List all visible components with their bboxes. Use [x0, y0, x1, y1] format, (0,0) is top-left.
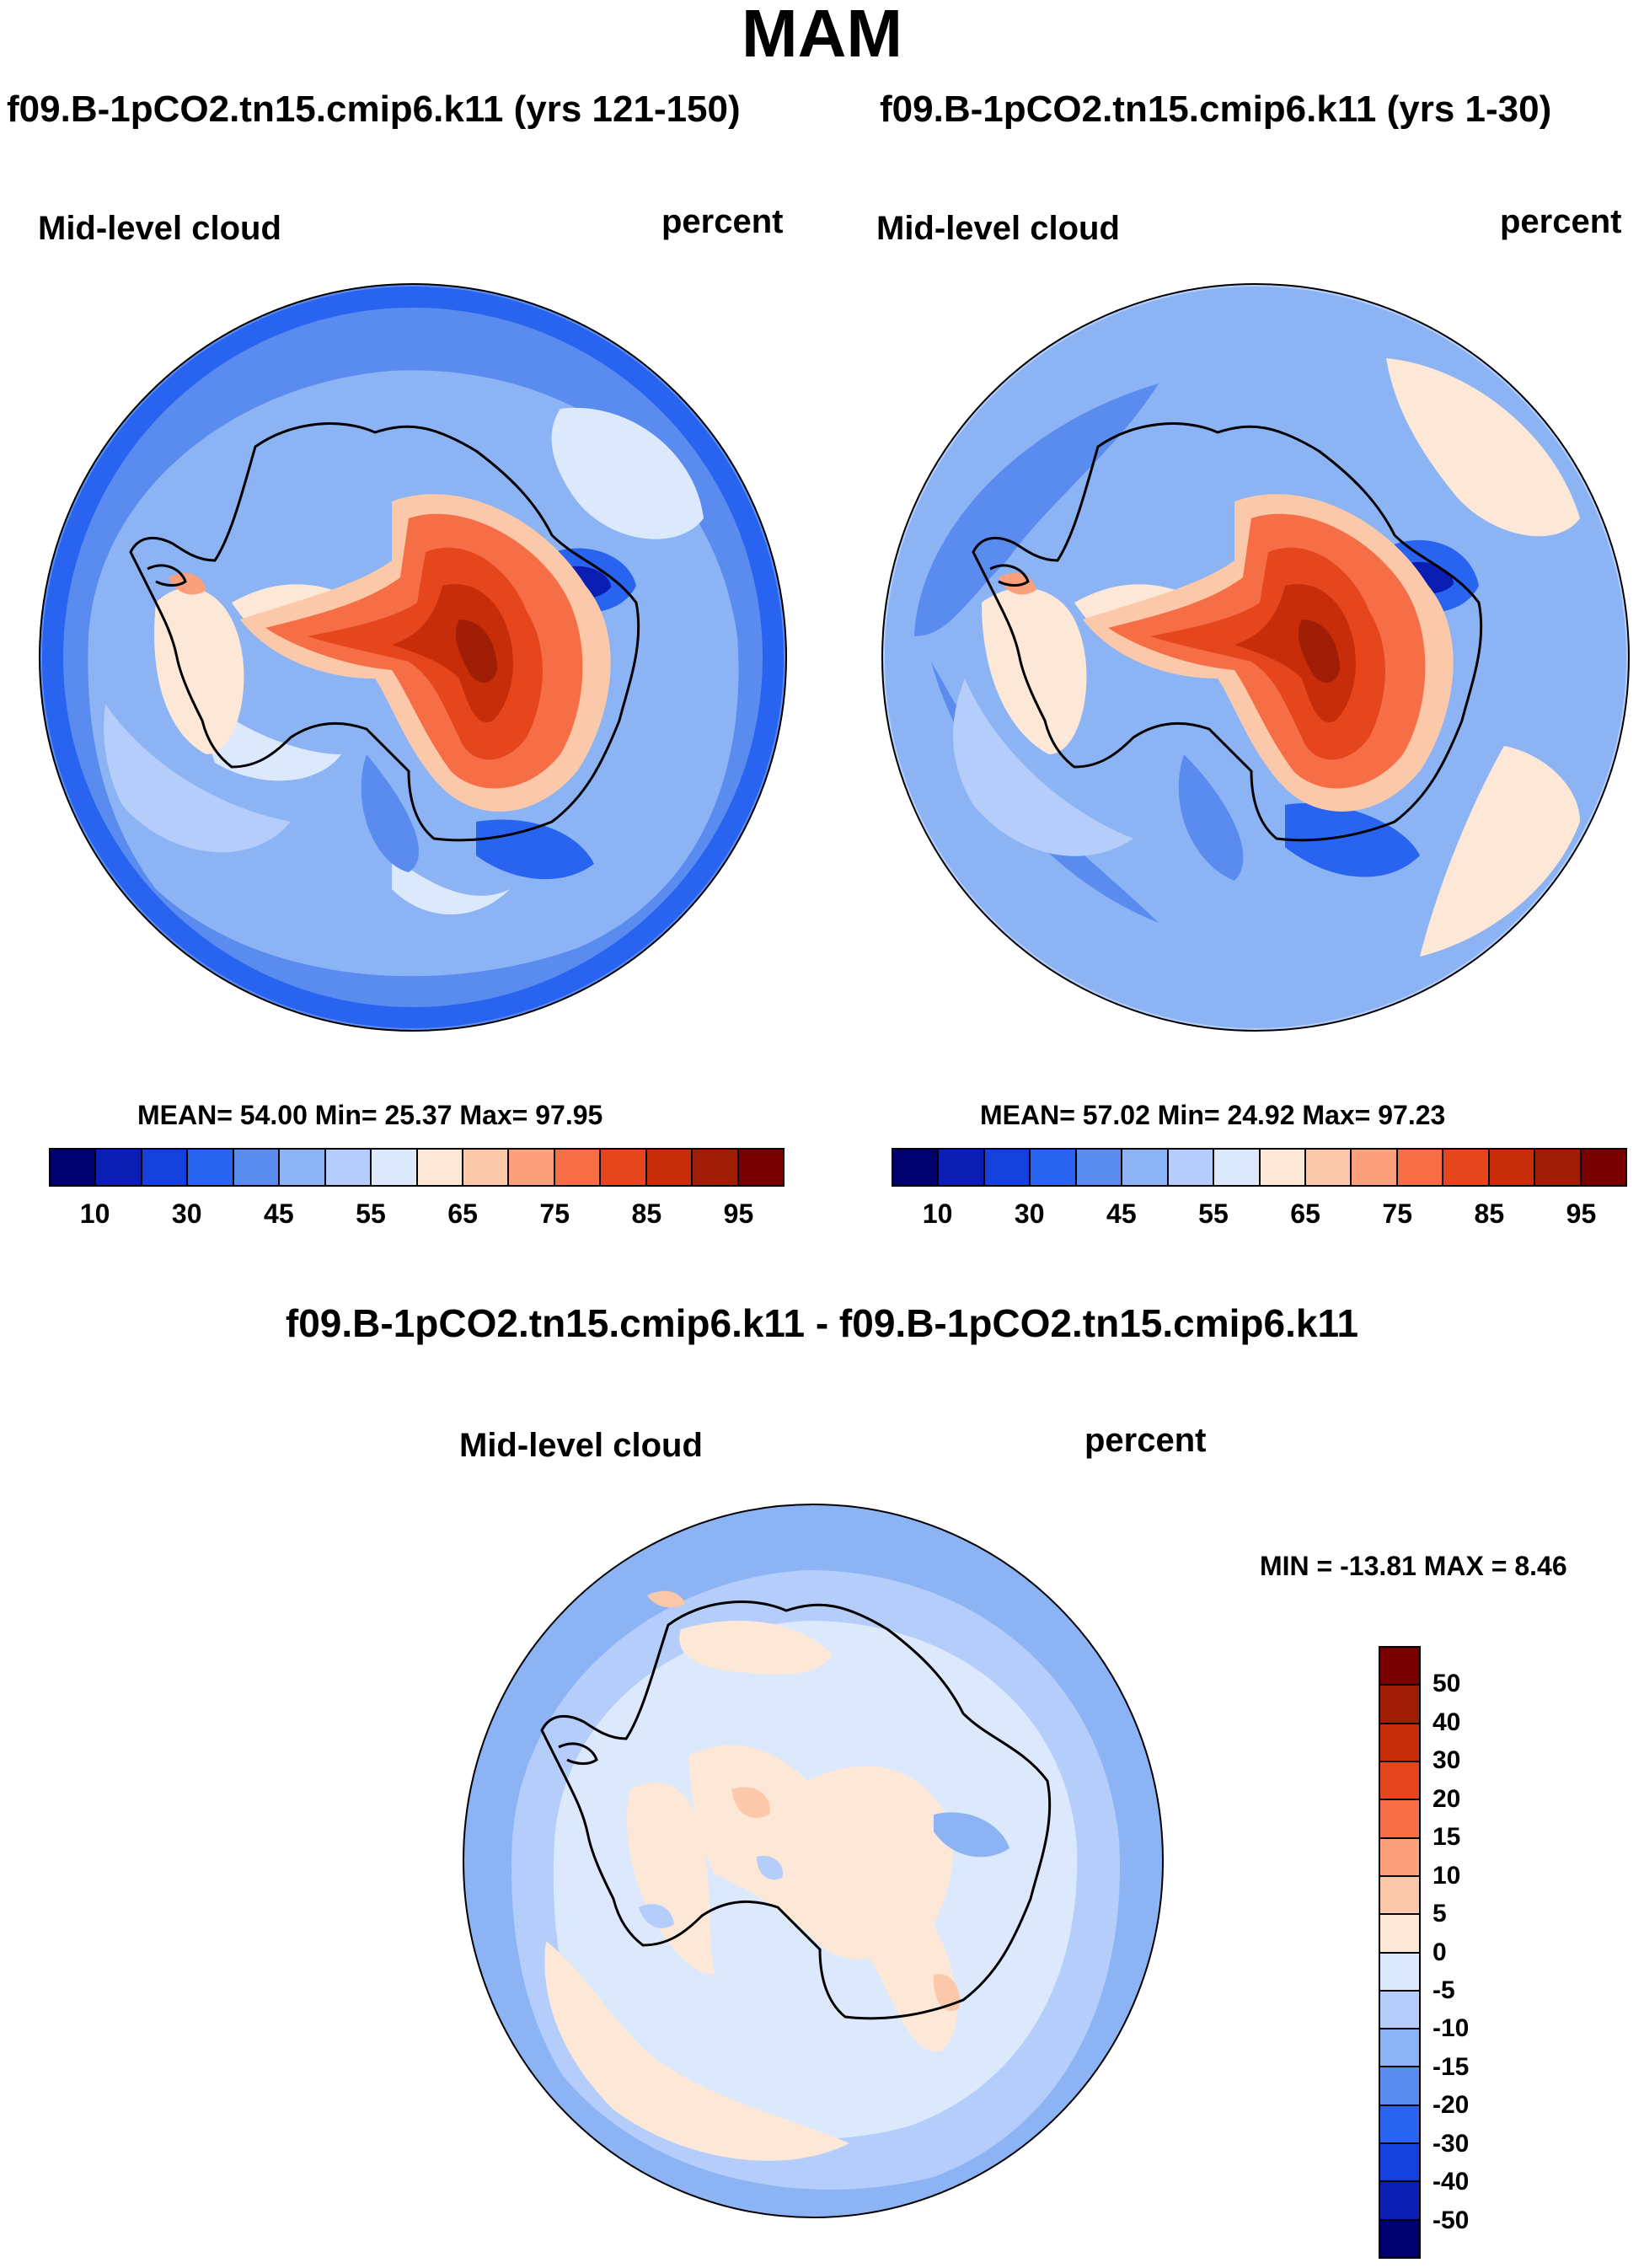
colorbar-tick-label: 20: [1432, 1784, 1461, 1813]
colorbar-box: [1535, 1150, 1582, 1185]
colorbar-box: [1581, 1150, 1625, 1185]
colorbar-box: [1380, 1915, 1419, 1954]
panel3-variable: Mid-level cloud: [459, 1427, 703, 1464]
colorbar-tick-label: 50: [1432, 1670, 1461, 1698]
colorbar-box: [1260, 1150, 1306, 1185]
colorbar-box: [1031, 1150, 1077, 1185]
map-panel1: [39, 283, 787, 1032]
colorbar-box: [417, 1150, 463, 1185]
colorbar-tick-label: -30: [1432, 2129, 1470, 2158]
colorbar-tick-label: 30: [1432, 1746, 1461, 1775]
colorbar-box: [738, 1150, 783, 1185]
colorbar-box: [325, 1150, 372, 1185]
colorbar-box: [984, 1150, 1031, 1185]
colorbar-box: [280, 1150, 326, 1185]
colorbar-box: [1380, 1953, 1419, 1992]
colorbar-box: [1443, 1150, 1490, 1185]
colorbar-tick-label: 10: [79, 1198, 110, 1229]
colorbar-box: [1380, 2144, 1419, 2183]
colorbar-box: [1380, 2182, 1419, 2221]
colorbar-tick-label: -50: [1432, 2206, 1470, 2234]
colorbar-box: [1380, 2220, 1419, 2257]
colorbar-box: [646, 1150, 693, 1185]
colorbar-box: [1380, 1838, 1419, 1877]
colorbar-box: [1380, 1876, 1419, 1916]
panel1-units: percent: [661, 203, 784, 240]
colorbar-tick-label: -40: [1432, 2168, 1470, 2196]
colorbar-tick-label: 85: [1474, 1198, 1505, 1229]
colorbar-box: [1380, 2105, 1419, 2145]
colorbar-tick-label: 45: [264, 1198, 294, 1229]
map-panel2: [881, 283, 1630, 1032]
colorbar-box: [1380, 2067, 1419, 2106]
panel2-title: f09.B-1pCO2.tn15.cmip6.k11 (yrs 1-30): [880, 88, 1552, 130]
colorbar-box: [1076, 1150, 1123, 1185]
colorbar-box: [1397, 1150, 1444, 1185]
colorbar-tick-label: 10: [1432, 1861, 1461, 1890]
colorbar-tick-label: 10: [922, 1198, 953, 1229]
colorbar-tick-label: 5: [1432, 1900, 1447, 1928]
map-panel3-difference: [463, 1504, 1164, 2218]
colorbar-difference: [1379, 1646, 1421, 2259]
colorbar-tick-label: -20: [1432, 2091, 1470, 2120]
colorbar-box: [233, 1150, 281, 1185]
colorbar-box: [1305, 1150, 1352, 1185]
colorbar-box: [1214, 1150, 1261, 1185]
colorbar-box: [509, 1150, 555, 1185]
colorbar-box: [1380, 1648, 1419, 1686]
colorbar-box: [1380, 1800, 1419, 1839]
colorbar-tick-label: 40: [1432, 1708, 1461, 1736]
colorbar-box: [51, 1150, 97, 1185]
colorbar-box: [601, 1150, 647, 1185]
colorbar-box: [1380, 2029, 1419, 2068]
colorbar-box: [554, 1150, 602, 1185]
colorbar-tick-label: 65: [1290, 1198, 1320, 1229]
figure-title: MAM: [741, 0, 903, 71]
colorbar-tick-label: 95: [1566, 1198, 1597, 1229]
colorbar-box: [1380, 1991, 1419, 2030]
colorbar-tick-label: 55: [356, 1198, 386, 1229]
colorbar-tick-label: 30: [171, 1198, 202, 1229]
colorbar-box: [1380, 1761, 1419, 1801]
colorbar-box: [1489, 1150, 1536, 1185]
panel1-variable: Mid-level cloud: [38, 210, 281, 247]
colorbar-box: [1352, 1150, 1398, 1185]
colorbar-tick-label: -15: [1432, 2052, 1470, 2081]
colorbar-tick-label: 30: [1014, 1198, 1045, 1229]
colorbar-box: [1122, 1150, 1169, 1185]
colorbar-box: [939, 1150, 985, 1185]
panel2-variable: Mid-level cloud: [876, 210, 1120, 247]
panel1-stats: MEAN= 54.00 Min= 25.37 Max= 97.95: [137, 1100, 603, 1130]
colorbar-box: [463, 1150, 510, 1185]
panel2-stats: MEAN= 57.02 Min= 24.92 Max= 97.23: [980, 1100, 1446, 1130]
colorbar-tick-label: -5: [1432, 1976, 1455, 2004]
colorbar-box: [893, 1150, 940, 1185]
colorbar-tick-label: 0: [1432, 1938, 1447, 1966]
colorbar-panel1: [49, 1148, 785, 1187]
colorbar-box: [1380, 1724, 1419, 1762]
panel3-units: percent: [1084, 1422, 1207, 1459]
colorbar-tick-label: 15: [1432, 1823, 1461, 1852]
colorbar-box: [1168, 1150, 1215, 1185]
colorbar-box: [188, 1150, 234, 1185]
colorbar-tick-label: 95: [723, 1198, 754, 1229]
colorbar-tick-label: 75: [539, 1198, 570, 1229]
panel3-stats: MIN = -13.81 MAX = 8.46: [1260, 1551, 1567, 1581]
colorbar-box: [1380, 1686, 1419, 1724]
panel1-title: f09.B-1pCO2.tn15.cmip6.k11 (yrs 121-150): [7, 88, 741, 130]
colorbar-tick-label: 85: [631, 1198, 662, 1229]
colorbar-box: [142, 1150, 189, 1185]
colorbar-box: [372, 1150, 418, 1185]
panel2-units: percent: [1500, 203, 1622, 240]
colorbar-panel2: [892, 1148, 1627, 1187]
colorbar-tick-label: 55: [1198, 1198, 1229, 1229]
colorbar-box: [96, 1150, 142, 1185]
colorbar-tick-label: 45: [1106, 1198, 1137, 1229]
panel3-title: f09.B-1pCO2.tn15.cmip6.k11 - f09.B-1pCO2…: [285, 1301, 1359, 1345]
colorbar-box: [693, 1150, 739, 1185]
colorbar-tick-label: 65: [447, 1198, 478, 1229]
colorbar-tick-label: 75: [1382, 1198, 1412, 1229]
colorbar-tick-label: -10: [1432, 2014, 1470, 2043]
